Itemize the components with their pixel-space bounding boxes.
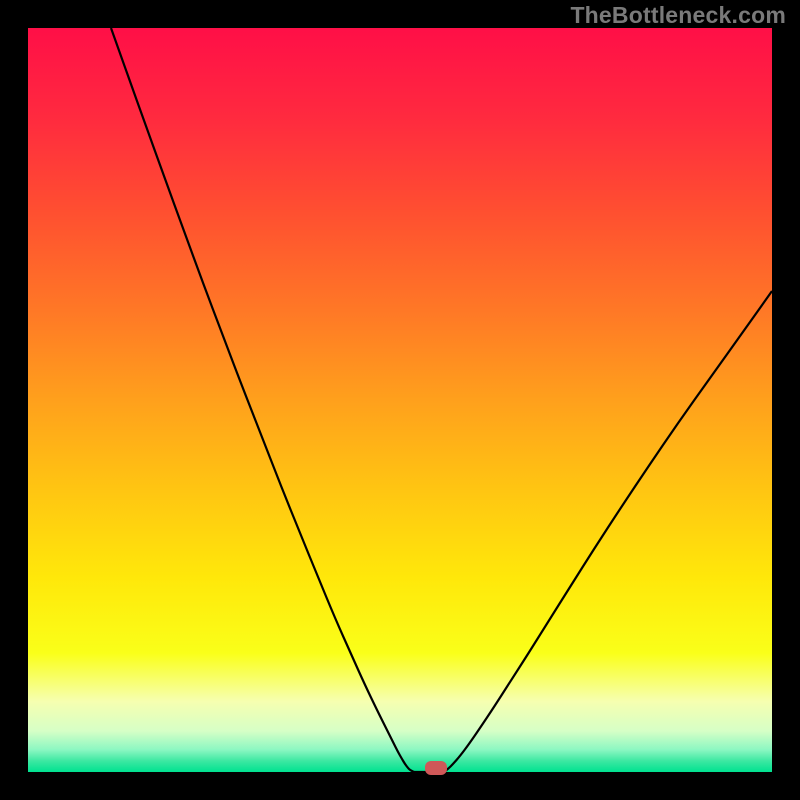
curve-layer: [28, 28, 772, 772]
curve-left-branch: [111, 28, 414, 772]
plot-area: [28, 28, 772, 772]
optimal-point-marker: [425, 761, 447, 775]
watermark-text: TheBottleneck.com: [570, 2, 786, 29]
curve-right-branch: [444, 291, 772, 772]
chart-frame: TheBottleneck.com: [0, 0, 800, 800]
